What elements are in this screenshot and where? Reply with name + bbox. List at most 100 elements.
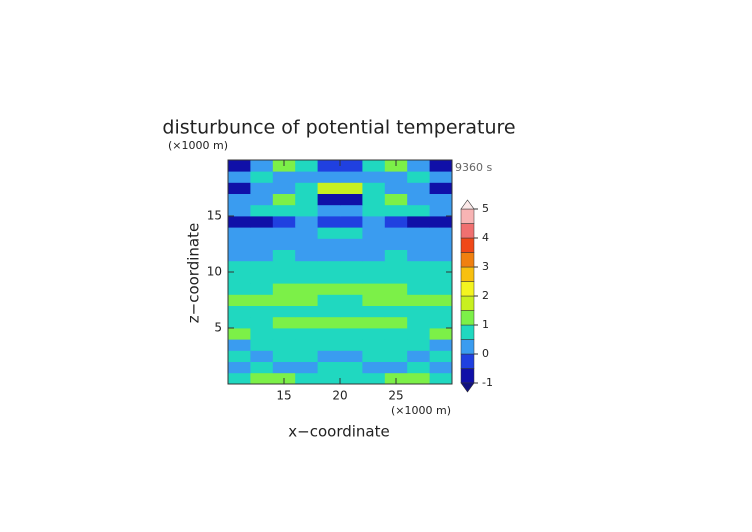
colorbar-segment (460, 237, 475, 253)
field-cell (384, 272, 408, 284)
colorbar-segment (460, 324, 475, 340)
field-cell (429, 238, 453, 250)
field-cell (407, 238, 430, 250)
field-cell (272, 361, 296, 374)
field-cell (384, 328, 408, 340)
colorbar-segment (460, 339, 475, 355)
field-cell (407, 216, 430, 228)
field-cell (429, 294, 453, 306)
field-cell (362, 294, 386, 306)
field-cell (250, 272, 274, 284)
field-cell (362, 160, 386, 172)
field-cell (317, 305, 341, 318)
field-cell (384, 249, 408, 262)
field-cell (317, 249, 341, 262)
colorbar-segment (460, 223, 475, 239)
colorbar-tick-label: 2 (482, 289, 489, 302)
field-cell (228, 260, 251, 273)
field-cell (317, 361, 341, 374)
field-cell (407, 339, 430, 351)
field-cell (317, 372, 341, 385)
field-cell (407, 160, 430, 172)
colorbar-tick-label: 1 (482, 318, 489, 331)
field-cell (272, 339, 296, 351)
field-cell (407, 272, 430, 284)
field-cell (384, 350, 408, 362)
field-cell (429, 339, 453, 351)
field-cell (272, 204, 296, 217)
field-cell (340, 160, 363, 172)
field-cell (362, 182, 386, 194)
field-cell (362, 227, 386, 239)
field-cell (407, 283, 430, 295)
field-cell (429, 328, 453, 340)
field-cell (340, 238, 363, 250)
field-cell (362, 316, 386, 329)
colorbar-tick-label: 0 (482, 347, 489, 360)
field-cell (429, 182, 453, 194)
field-cell (317, 294, 341, 306)
y-tick-label: 10 (207, 265, 222, 279)
field-cell (272, 171, 296, 183)
time-label: 9360 s (455, 161, 492, 174)
field-cell (272, 316, 296, 329)
field-cell (228, 238, 251, 250)
field-cell (429, 227, 453, 239)
field-cell (317, 260, 341, 273)
field-cell (340, 272, 363, 284)
colorbar-tick-label: 5 (482, 202, 489, 215)
field-cell (228, 350, 251, 362)
field-cell (384, 227, 408, 239)
field-cell (250, 294, 274, 306)
field-cell (340, 171, 363, 183)
field-cell (384, 361, 408, 374)
field-cell (384, 216, 408, 228)
field-cell (429, 305, 453, 318)
field-cell (407, 260, 430, 273)
field-cell (295, 182, 318, 194)
field-cell (317, 227, 341, 239)
field-cell (340, 339, 363, 351)
field-cell (384, 171, 408, 183)
field-cell (272, 182, 296, 194)
field-cell (384, 283, 408, 295)
field-cell (340, 361, 363, 374)
field-cell (340, 305, 363, 318)
y-tick-label: 5 (214, 321, 222, 335)
field-cell (362, 238, 386, 250)
field-cell (228, 361, 251, 374)
field-cell (317, 204, 341, 217)
field-cell (407, 350, 430, 362)
field-cell (407, 328, 430, 340)
field-cell (250, 328, 274, 340)
field-cell (407, 171, 430, 183)
field-cell (362, 372, 386, 385)
field-cell (295, 361, 318, 374)
field-cell (228, 283, 251, 295)
field-cell (429, 350, 453, 362)
y-unit-label: (×1000 m) (168, 139, 228, 152)
field-cell (317, 339, 341, 351)
field-cell (407, 372, 430, 385)
field-cell (384, 305, 408, 318)
field-cell (295, 171, 318, 183)
chart-title: disturbunce of potential temperature (162, 117, 515, 139)
field-cell (317, 316, 341, 329)
field-cell (317, 182, 341, 194)
field-cell (250, 372, 274, 385)
field-cell (362, 249, 386, 262)
field-cell (429, 272, 453, 284)
field-cell (295, 372, 318, 385)
field-cell (250, 316, 274, 329)
field-cell (362, 171, 386, 183)
colorbar-extend-bottom (460, 382, 475, 393)
field-cell (362, 204, 386, 217)
field-cell (250, 193, 274, 206)
field-cell (340, 193, 363, 206)
field-cell (228, 171, 251, 183)
colorbar-segment (460, 266, 475, 282)
field-cell (228, 249, 251, 262)
field-cell (272, 283, 296, 295)
colorbar-segment (460, 353, 475, 369)
field-cell (250, 249, 274, 262)
